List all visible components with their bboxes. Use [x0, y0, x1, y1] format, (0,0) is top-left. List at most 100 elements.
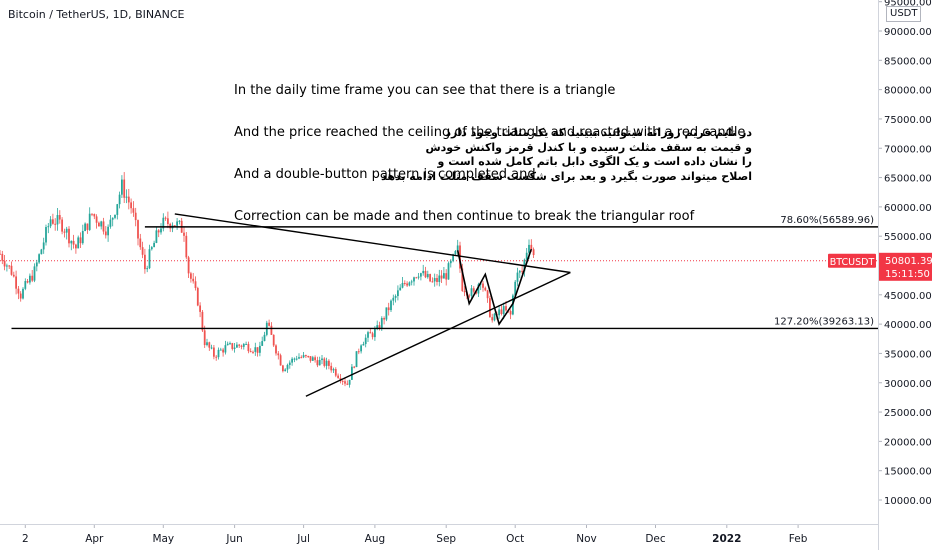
- candle-body: [40, 249, 43, 255]
- candle-body: [130, 202, 132, 209]
- candle-body: [436, 278, 438, 282]
- candle-body: [150, 247, 153, 250]
- candle-body: [208, 342, 211, 348]
- note-english-line: And a double-button pattern is completed…: [234, 167, 536, 182]
- y-tick-label: 40000.00: [884, 320, 932, 331]
- candle-body: [148, 249, 151, 269]
- candle-body: [454, 250, 457, 255]
- candle-body: [378, 325, 381, 329]
- candle-body: [371, 333, 374, 338]
- candle-body: [125, 196, 128, 198]
- candle-body: [116, 204, 119, 215]
- candle-body: [15, 276, 17, 289]
- y-tick-label: 70000.00: [884, 144, 932, 155]
- candle-body: [318, 360, 321, 366]
- candle-body: [81, 230, 84, 244]
- candle-body: [229, 343, 231, 345]
- candle-body: [314, 357, 316, 361]
- candle-body: [157, 230, 160, 233]
- candle-body: [252, 351, 254, 353]
- note-persian: در تایم فریم روزانه میتوانید ببینید که ی…: [381, 126, 752, 184]
- candle-body: [426, 274, 429, 278]
- candle-body: [268, 322, 270, 326]
- candle-body: [98, 222, 100, 227]
- x-tick-label: 2: [22, 533, 29, 545]
- candle-body: [217, 349, 220, 358]
- candle-body: [95, 216, 98, 223]
- candle-body: [298, 357, 300, 359]
- candle-body: [484, 287, 487, 291]
- candle-body: [121, 179, 123, 195]
- candle-body: [17, 288, 20, 294]
- note-english-line: And the price reached the ceiling of the…: [234, 125, 746, 140]
- candle-body: [259, 345, 261, 353]
- x-tick-label: Sep: [436, 533, 456, 545]
- candle-body: [447, 263, 450, 280]
- triangle-upper-line: [174, 213, 571, 274]
- candle-body: [360, 345, 362, 352]
- y-tick-label: 10000.00: [884, 496, 932, 507]
- candle-body: [155, 230, 158, 243]
- price-badge: [879, 252, 932, 281]
- y-tick-label: 85000.00: [884, 56, 932, 67]
- candle-body: [134, 212, 137, 221]
- candle-body: [348, 379, 351, 385]
- candle-body: [72, 240, 75, 245]
- candle-body: [477, 284, 480, 294]
- candle-body: [192, 278, 195, 282]
- note-persian-line: را نشان داده است و یک الگوی دابل باتم کا…: [437, 155, 752, 168]
- candle-body: [153, 242, 155, 248]
- candle-body: [406, 283, 408, 286]
- y-tick-label: 30000.00: [884, 379, 932, 390]
- candle-body: [226, 343, 229, 346]
- double-bottom-pattern: [456, 248, 533, 326]
- price-badge-value: 50801.39: [885, 256, 932, 267]
- candle-body: [68, 228, 70, 244]
- candle-body: [160, 228, 162, 233]
- candle-body: [58, 215, 61, 220]
- currency-badge[interactable]: USDT: [886, 6, 922, 22]
- candle-body: [415, 277, 418, 279]
- candle-body: [288, 362, 291, 365]
- candle-body: [364, 337, 367, 345]
- candle-body: [403, 282, 406, 284]
- x-tick-label: 2022: [712, 533, 741, 545]
- candle-body: [56, 215, 59, 225]
- candle-body: [410, 281, 413, 283]
- candle-body: [164, 217, 167, 219]
- candle-body: [8, 265, 11, 267]
- candle-body: [337, 375, 339, 378]
- candle-body: [502, 306, 505, 314]
- candle-body: [341, 380, 344, 382]
- candle-body: [291, 358, 293, 363]
- note-persian-line: و قیمت به سقف مثلث رسیده و با کندل قرمز …: [425, 140, 752, 154]
- candle-body: [500, 309, 503, 314]
- candle-body: [452, 254, 454, 261]
- candle-body: [438, 275, 441, 282]
- candle-body: [472, 288, 475, 292]
- candle-body: [397, 290, 399, 297]
- candle-body: [321, 358, 323, 361]
- candle-body: [42, 242, 45, 250]
- candle-body: [93, 214, 96, 217]
- candle-body: [194, 281, 197, 289]
- candle-body: [104, 231, 107, 236]
- candle-body: [84, 223, 86, 231]
- candle-body: [443, 273, 445, 279]
- candle-body: [77, 237, 80, 249]
- candle-body: [22, 288, 24, 299]
- candle-body: [332, 369, 335, 371]
- candle-body: [459, 245, 461, 269]
- candle-body: [118, 194, 121, 205]
- candle-body: [431, 281, 434, 283]
- candle-body: [351, 366, 353, 380]
- candle-body: [302, 355, 305, 358]
- candle-body: [35, 262, 38, 267]
- fib-127-label: 127.20%(39263.13): [774, 316, 874, 327]
- candle-body: [420, 273, 422, 277]
- candle-body: [63, 231, 66, 233]
- candle-body: [532, 249, 535, 256]
- candle-body: [422, 270, 425, 274]
